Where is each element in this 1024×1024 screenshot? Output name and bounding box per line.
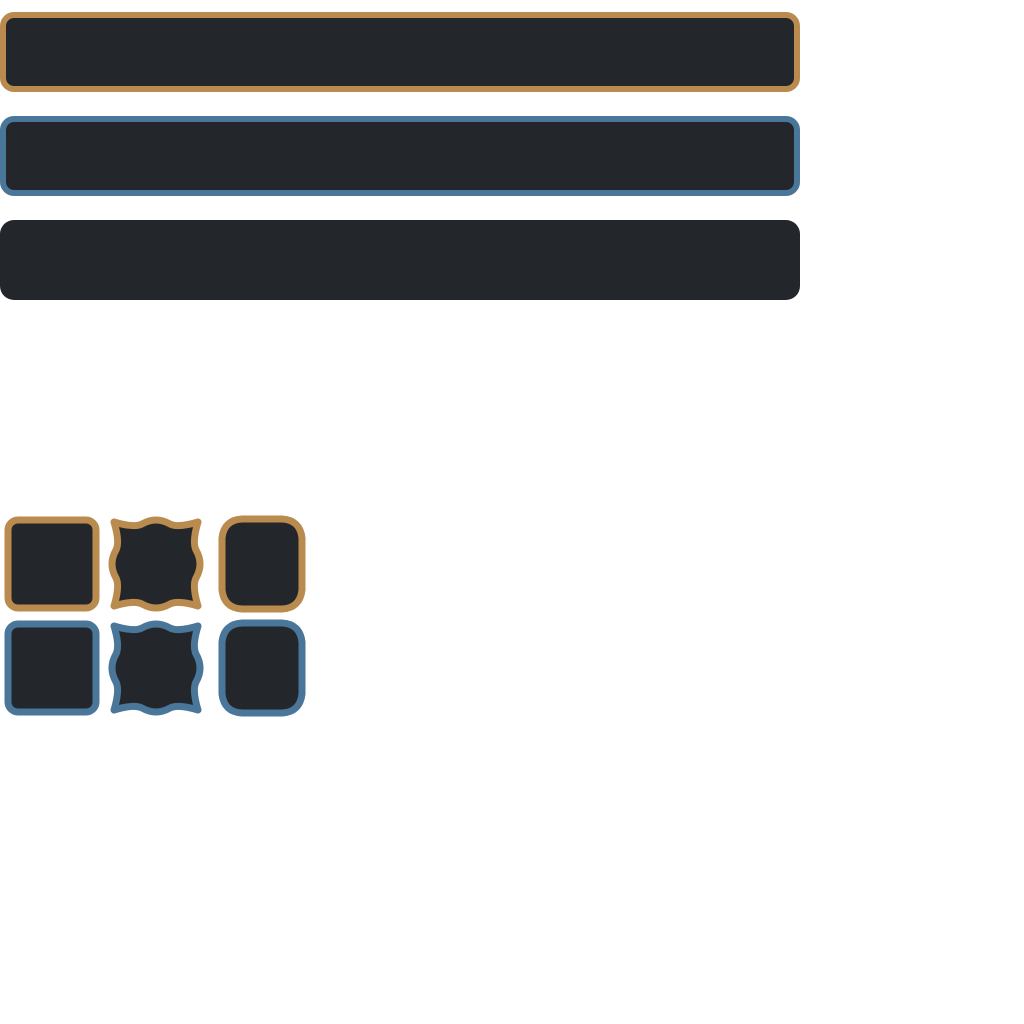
- star-square-tile-gold: [108, 516, 204, 612]
- rounded-octagon-tile-blue: [218, 619, 306, 717]
- rounded-octagon-tile-gold: [218, 515, 306, 613]
- bar-blue-border: [0, 116, 800, 196]
- bar-gold-border: [0, 12, 800, 92]
- star-square-tile-blue: [108, 620, 204, 716]
- bar-no-border: [0, 220, 800, 300]
- rounded-square-tile-gold: [4, 516, 100, 612]
- rounded-square-tile-blue: [4, 620, 100, 716]
